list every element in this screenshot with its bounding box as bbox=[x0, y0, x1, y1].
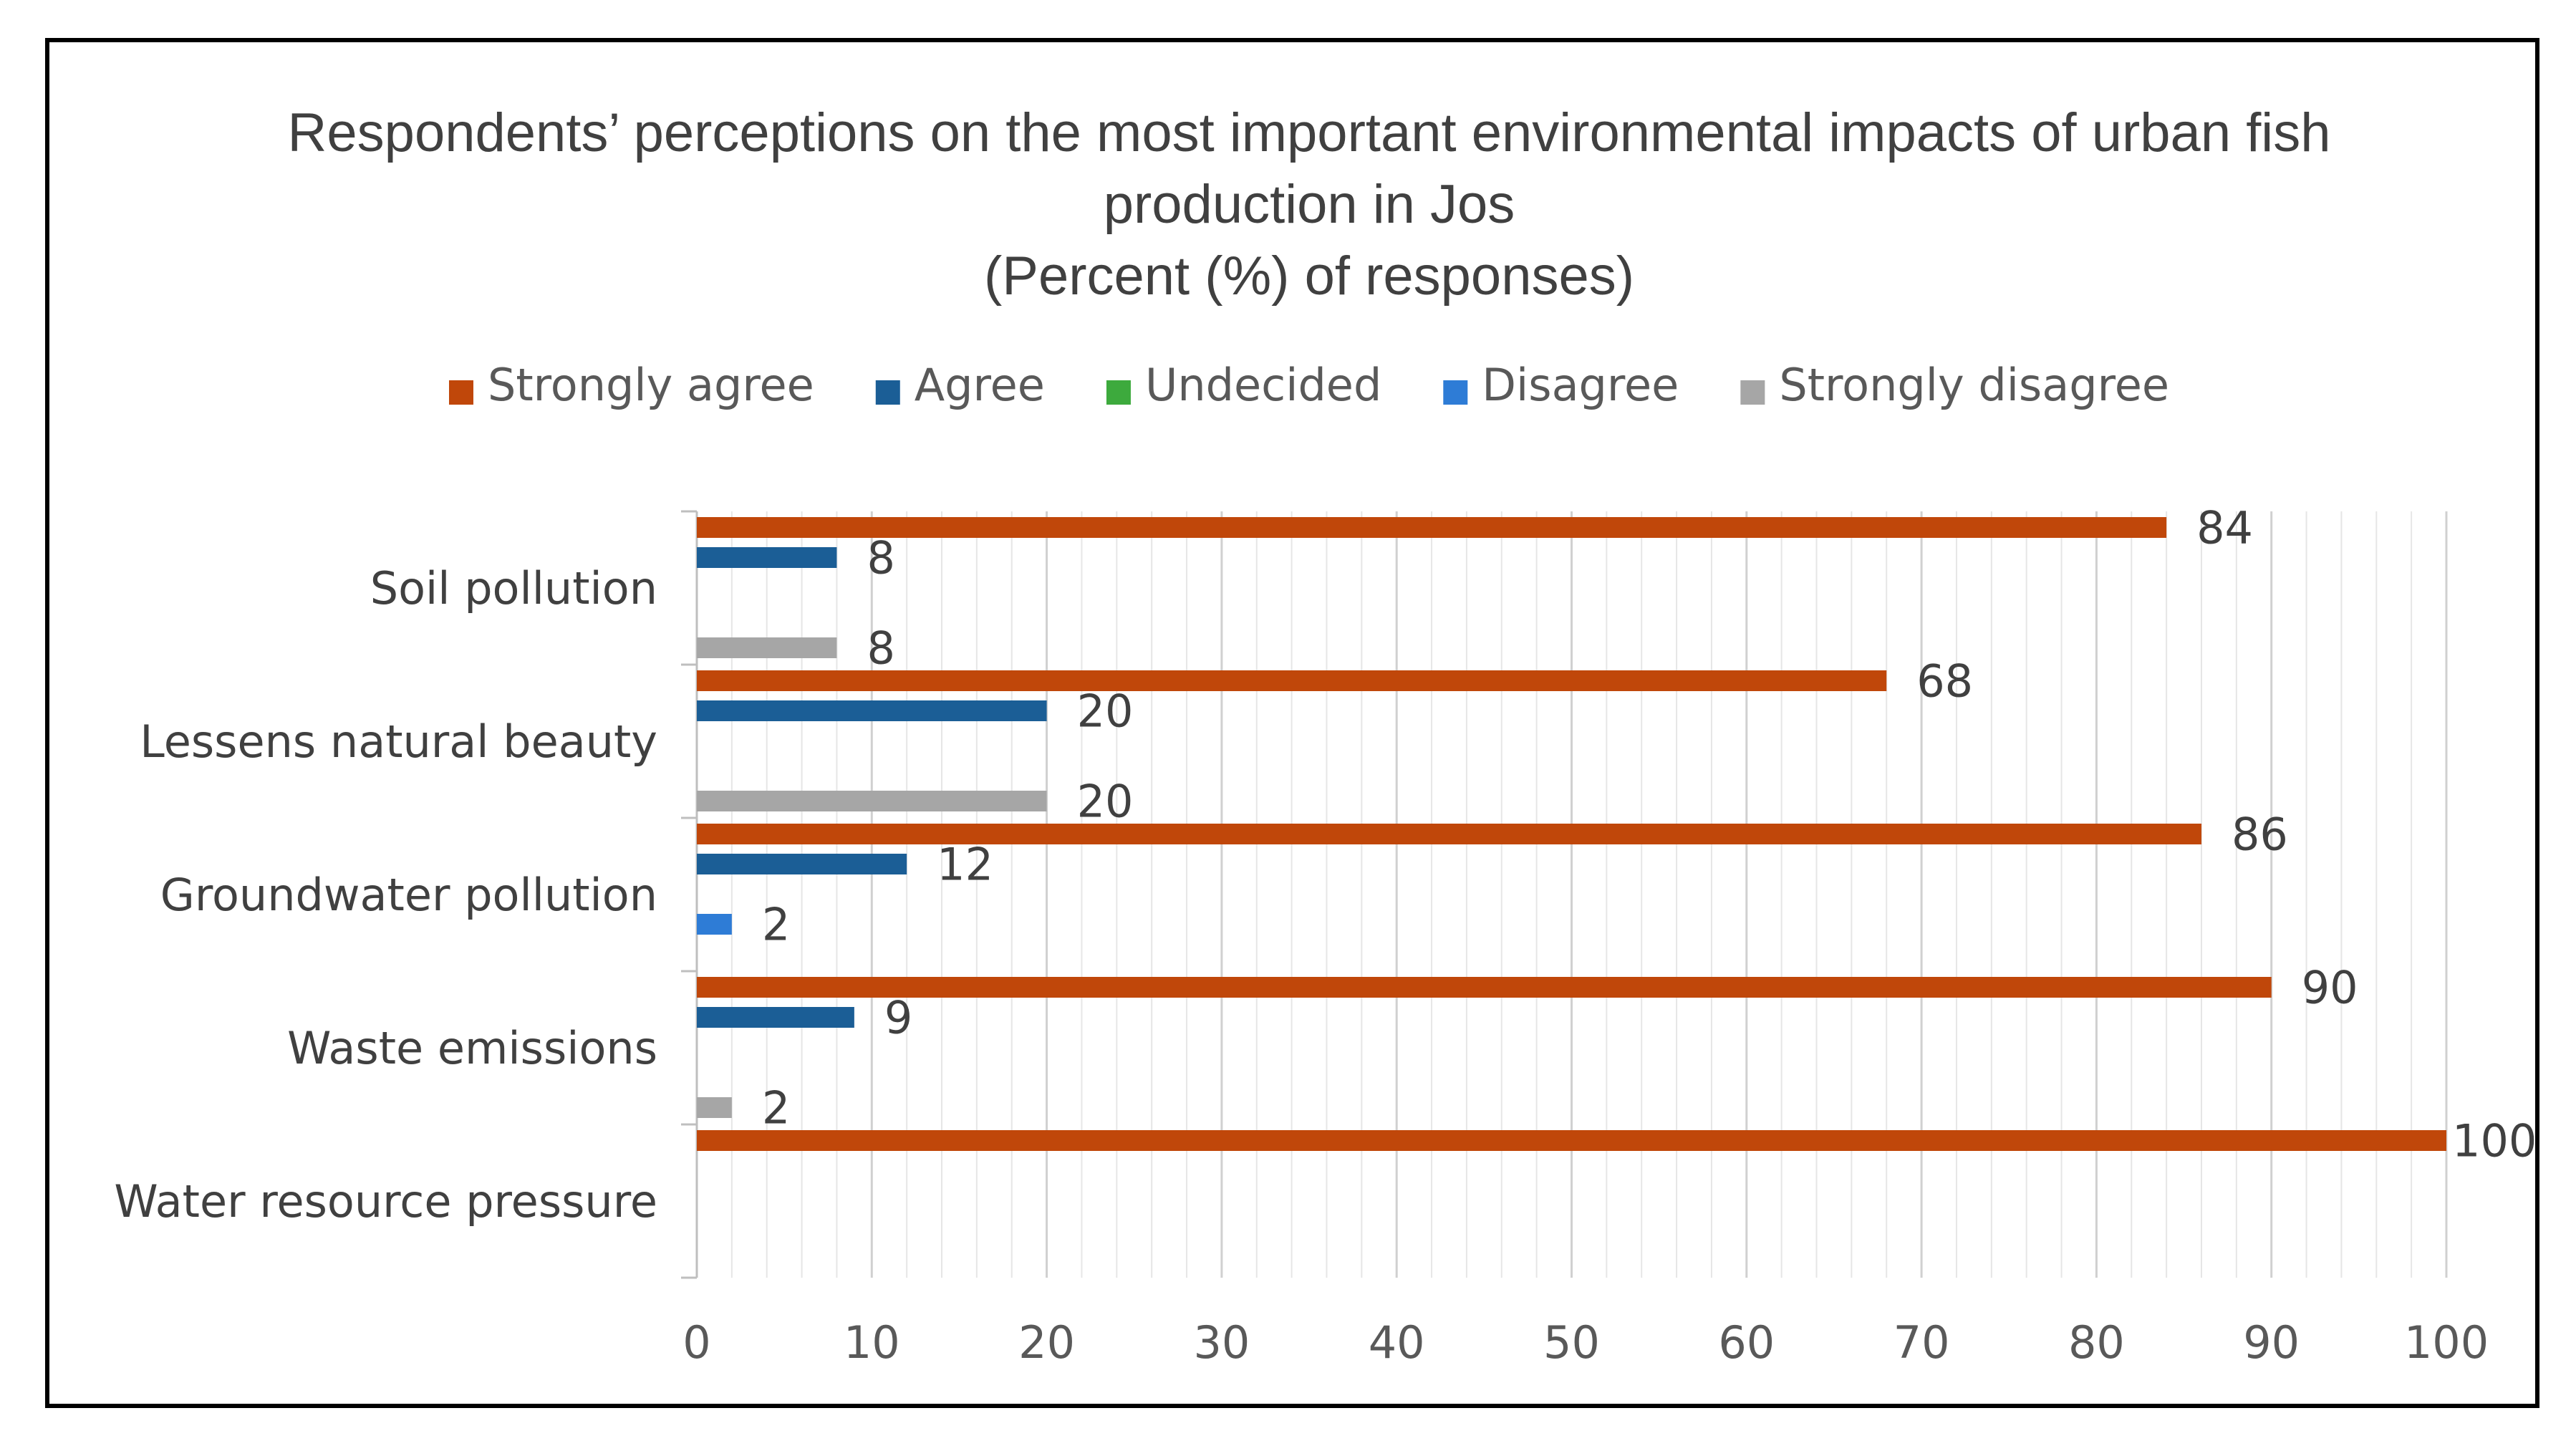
legend-swatch bbox=[1443, 380, 1468, 405]
x-tick-label: 10 bbox=[844, 1316, 900, 1369]
bar bbox=[697, 791, 1047, 811]
x-tick-label: 30 bbox=[1193, 1316, 1250, 1369]
chart-title-line-3: (Percent (%) of responses) bbox=[984, 246, 1634, 307]
bar bbox=[697, 670, 1887, 691]
x-tick-label: 70 bbox=[1894, 1316, 1950, 1369]
x-tick-label: 60 bbox=[1718, 1316, 1775, 1369]
chart-title-line-2: production in Jos bbox=[1104, 174, 1515, 235]
category-label: Soil pollution bbox=[370, 562, 657, 614]
bar bbox=[697, 914, 732, 935]
data-label: 20 bbox=[1077, 776, 1134, 828]
chart-title: Respondents’ perceptions on the most imp… bbox=[288, 102, 2331, 307]
data-label: 8 bbox=[867, 622, 894, 675]
data-label: 100 bbox=[2452, 1115, 2535, 1167]
chart-title-line-1: Respondents’ perceptions on the most imp… bbox=[288, 102, 2331, 163]
category-label: Groundwater pollution bbox=[160, 869, 657, 921]
data-label: 68 bbox=[1916, 655, 1973, 708]
x-tick-label: 50 bbox=[1543, 1316, 1600, 1369]
legend-swatch bbox=[448, 380, 473, 405]
x-tick-label: 20 bbox=[1018, 1316, 1075, 1369]
bar bbox=[697, 1097, 732, 1118]
x-tick-label: 90 bbox=[2243, 1316, 2300, 1369]
bar bbox=[697, 637, 837, 658]
legend-label: Strongly agree bbox=[488, 359, 814, 411]
legend-label: Strongly disagree bbox=[1779, 359, 2169, 411]
x-tick-label: 80 bbox=[2068, 1316, 2125, 1369]
category-label: Water resource pressure bbox=[114, 1175, 657, 1228]
category-label: Lessens natural beauty bbox=[140, 715, 657, 768]
legend-item: Disagree bbox=[1443, 359, 1679, 411]
chart-axes: 0 10 20 30 40 50 60 70 80 90 100 Soil pollution Less… bbox=[114, 510, 2489, 1369]
x-tick-label: 0 bbox=[682, 1316, 710, 1369]
data-label: 2 bbox=[762, 1082, 790, 1134]
chart-bars bbox=[697, 517, 2446, 1151]
legend-swatch bbox=[1106, 380, 1131, 405]
legend-label: Undecided bbox=[1145, 359, 1381, 411]
data-label: 20 bbox=[1077, 685, 1134, 738]
chart-svg: Respondents’ perceptions on the most imp… bbox=[114, 102, 2535, 1369]
legend-swatch bbox=[875, 380, 900, 405]
chart-gridlines bbox=[695, 511, 2448, 1278]
data-label: 2 bbox=[762, 899, 790, 951]
bar bbox=[697, 700, 1047, 721]
data-label: 8 bbox=[867, 532, 894, 584]
x-tick-label: 40 bbox=[1369, 1316, 1425, 1369]
bar bbox=[697, 854, 907, 874]
chart-legend: Strongly agree Agree Undecided Disagree Stro… bbox=[448, 359, 2169, 411]
chart-frame: Respondents’ perceptions on the most imp… bbox=[45, 38, 2539, 1408]
bar bbox=[697, 824, 2201, 844]
data-label: 84 bbox=[2196, 502, 2253, 554]
data-label: 9 bbox=[884, 992, 912, 1044]
bar bbox=[697, 547, 837, 568]
x-tick-label: 100 bbox=[2404, 1316, 2489, 1369]
data-label: 90 bbox=[2302, 962, 2358, 1014]
legend-label: Agree bbox=[915, 359, 1045, 411]
bar bbox=[697, 977, 2272, 998]
chart-data-labels: 84 8 8 68 20 20 86 12 2 90 9 2 100 bbox=[762, 502, 2535, 1167]
bar bbox=[697, 1007, 854, 1028]
data-label: 86 bbox=[2232, 809, 2288, 861]
legend-item: Undecided bbox=[1106, 359, 1381, 411]
bar bbox=[697, 1130, 2446, 1151]
bar bbox=[697, 517, 2167, 538]
data-label: 12 bbox=[937, 839, 993, 891]
legend-item: Agree bbox=[875, 359, 1045, 411]
legend-item: Strongly agree bbox=[448, 359, 814, 411]
category-label: Waste emissions bbox=[287, 1022, 657, 1074]
legend-swatch bbox=[1740, 380, 1765, 405]
legend-label: Disagree bbox=[1482, 359, 1679, 411]
legend-item: Strongly disagree bbox=[1740, 359, 2169, 411]
